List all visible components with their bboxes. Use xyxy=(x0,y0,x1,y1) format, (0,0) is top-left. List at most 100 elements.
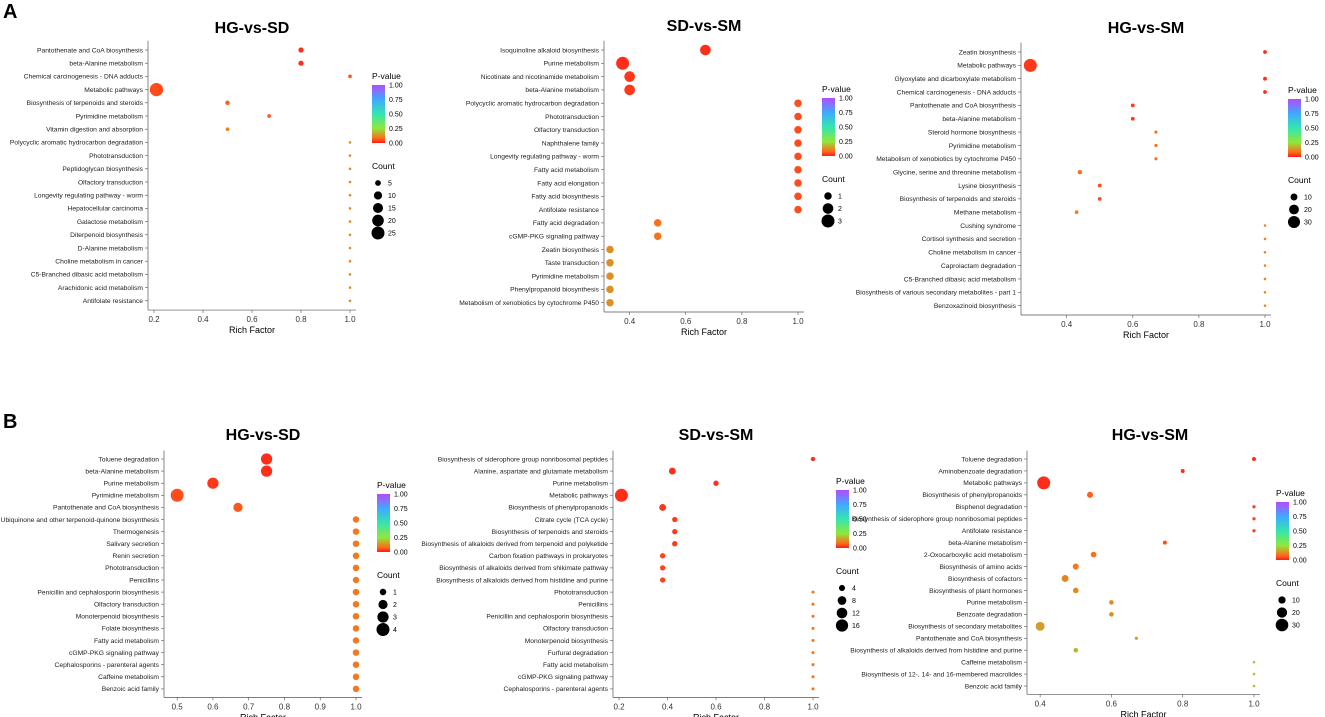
color-legend-tick: 0.50 xyxy=(389,112,403,119)
pathway-label: beta-Alanine metabolism xyxy=(942,116,1016,123)
pathway-label: Olfactory transduction xyxy=(78,179,143,186)
color-legend-tick: 0.25 xyxy=(839,139,853,146)
size-legend-value: 2 xyxy=(838,206,842,213)
pathway-label: Naphthalene family xyxy=(542,140,600,147)
data-point xyxy=(1074,210,1079,215)
data-point xyxy=(1109,600,1114,605)
data-point xyxy=(1252,684,1256,688)
data-point xyxy=(1035,621,1045,631)
pathway-label: Phenylpropanoid biosynthesis xyxy=(510,287,600,294)
pathway-label: Polycyclic aromatic hydrocarbon degradat… xyxy=(10,140,143,147)
color-legend-tick: 0.25 xyxy=(1293,543,1307,550)
data-point xyxy=(1263,76,1267,81)
pathway-label: Zeatin biosynthesis xyxy=(959,49,1017,56)
x-tick-label: 0.5 xyxy=(172,702,184,711)
x-axis-label: Rich Factor xyxy=(229,325,275,335)
pathway-label: Glyoxylate and dicarboxylate metabolism xyxy=(894,76,1016,83)
size-legend-dot xyxy=(1276,607,1288,618)
pathway-label: Biosynthesis of 12-, 14- and 16-membered… xyxy=(861,671,1022,678)
size-legend-value: 1 xyxy=(393,590,397,597)
color-legend-tick: 0.25 xyxy=(1305,140,1319,147)
size-legend-value: 30 xyxy=(1292,623,1300,630)
x-tick-label: 0.7 xyxy=(243,702,255,711)
pathway-label: Caprolactam degradation xyxy=(941,263,1016,270)
size-legend-title: Count xyxy=(822,174,845,184)
data-point xyxy=(811,687,815,691)
pathway-label: Zeatin biosynthesis xyxy=(542,247,600,254)
x-tick-label: 1.0 xyxy=(807,702,819,711)
pathway-label: Polycyclic aromatic hydrocarbon degradat… xyxy=(466,101,599,108)
pathway-label: Chemical carcinogenesis - DNA adducts xyxy=(897,89,1017,96)
color-legend-tick: 0.25 xyxy=(394,535,408,542)
x-axis-label: Rich Factor xyxy=(240,712,286,717)
pathway-label: C5-Branched dibasic acid metabolism xyxy=(31,272,144,279)
panel-label-a: A xyxy=(3,1,17,23)
data-point xyxy=(794,205,802,214)
size-legend-value: 20 xyxy=(388,218,396,225)
data-point xyxy=(352,613,360,620)
pathway-label: Biosynthesis of terpenoids and steroids xyxy=(27,100,144,107)
x-tick-label: 0.6 xyxy=(207,702,219,711)
pathway-label: Peptidoglycan biosynthesis xyxy=(62,166,143,173)
pathway-label: Biosynthesis of alkaloids derived from s… xyxy=(439,565,608,572)
size-legend-dot xyxy=(1287,215,1301,229)
x-tick-label: 0.8 xyxy=(1177,699,1189,708)
data-point xyxy=(352,673,360,681)
pathway-label: Biosynthesis of terpenoids and steroids xyxy=(492,529,609,536)
chart-title: SD-vs-SM xyxy=(667,18,742,35)
data-point xyxy=(713,480,719,486)
pathway-label: Purine metabolism xyxy=(967,600,1023,607)
color-legend-tick: 0.75 xyxy=(394,506,408,513)
data-point xyxy=(1072,587,1079,594)
data-point xyxy=(298,60,304,66)
size-legend-dot xyxy=(1278,596,1286,604)
pathway-label: Ubiquinone and other terpenoid-quinone b… xyxy=(1,517,160,524)
pathway-label: Phototransduction xyxy=(545,114,599,121)
data-point xyxy=(606,285,614,294)
color-legend-tick: 0.00 xyxy=(1293,558,1307,565)
pathway-label: Choline metabolism in cancer xyxy=(928,250,1016,257)
x-tick-label: 0.2 xyxy=(148,315,160,324)
data-point xyxy=(1263,237,1267,241)
data-point xyxy=(1263,291,1267,294)
x-axis-label: Rich Factor xyxy=(693,712,739,717)
pathway-label: Taste transduction xyxy=(545,260,600,267)
data-point xyxy=(794,192,802,201)
color-legend-bar xyxy=(372,85,385,143)
pathway-label: Toluene degradation xyxy=(961,456,1022,463)
data-point xyxy=(606,259,614,267)
x-tick-label: 0.4 xyxy=(662,702,674,711)
pathway-label: Purine metabolism xyxy=(553,481,609,488)
data-point xyxy=(1252,672,1256,676)
data-point xyxy=(653,219,662,227)
data-point xyxy=(672,528,678,535)
color-legend-tick: 1.00 xyxy=(394,492,408,499)
size-legend-value: 30 xyxy=(1304,220,1312,227)
size-legend-dot xyxy=(371,226,385,240)
pathway-label: Alanine, aspartate and glutamate metabol… xyxy=(474,468,609,475)
data-point xyxy=(260,465,273,477)
pathway-label: Purine metabolism xyxy=(544,61,600,68)
size-legend-title: Count xyxy=(372,161,395,171)
pathway-label: Aminobenzoate degradation xyxy=(938,468,1022,475)
color-legend-tick: 1.00 xyxy=(1305,97,1319,104)
size-legend-dot xyxy=(1275,618,1289,632)
data-point xyxy=(352,685,360,693)
x-tick-label: 0.4 xyxy=(197,315,209,324)
x-axis-label: Rich Factor xyxy=(681,327,727,337)
data-point xyxy=(1130,116,1135,121)
data-point xyxy=(1072,563,1079,570)
color-legend-tick: 0.75 xyxy=(389,97,403,104)
size-legend-dot xyxy=(377,611,389,623)
data-point xyxy=(1109,612,1114,617)
size-legend-dot xyxy=(379,588,387,596)
pathway-label: Isoquinoline alkaloid biosynthesis xyxy=(500,47,600,54)
pathway-label: Monoterpenoid biosynthesis xyxy=(525,638,609,645)
pathway-label: 2-Oxocarboxylic acid metabolism xyxy=(924,552,1023,559)
data-point xyxy=(170,488,184,502)
chart-a-hg-vs-sd: HG-vs-SD Pantothenate and CoA biosynthesi… xyxy=(10,20,403,335)
size-legend-dot xyxy=(373,191,383,200)
pathway-label: Olfactory transduction xyxy=(94,602,159,609)
data-point xyxy=(659,503,667,511)
data-point xyxy=(348,180,352,184)
